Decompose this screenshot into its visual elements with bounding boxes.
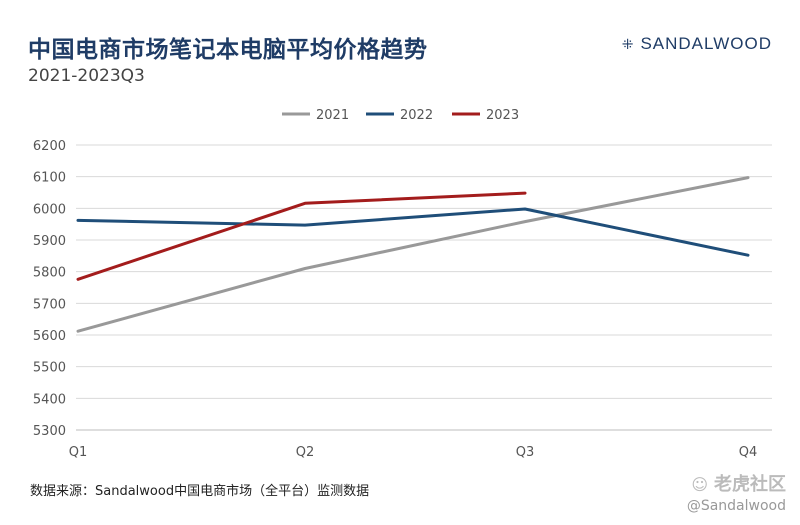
brand-logo: ⁜ SANDALWOOD	[622, 34, 772, 54]
legend-label: 2021	[316, 108, 349, 123]
legend-label: 2022	[400, 108, 433, 123]
watermark: ☺ 老虎社区 @Sandalwood	[687, 470, 786, 514]
chart-title: 中国电商市场笔记本电脑平均价格趋势	[28, 37, 428, 63]
data-source-note: 数据来源：Sandalwood中国电商市场（全平台）监测数据	[30, 484, 370, 499]
x-tick-label: Q3	[516, 445, 535, 460]
x-tick-label: Q1	[69, 445, 88, 460]
x-tick-label: Q2	[296, 445, 315, 460]
series-line-2023	[76, 191, 527, 281]
y-tick-label: 5900	[33, 234, 66, 249]
series-line-2022	[76, 207, 750, 257]
y-tick-label: 5600	[33, 329, 66, 344]
legend-label: 2023	[486, 108, 519, 123]
y-tick-label: 5400	[33, 392, 66, 407]
brand-name: SANDALWOOD	[640, 34, 772, 53]
chart-subtitle: 2021-2023Q3	[28, 66, 145, 86]
x-tick-label: Q4	[739, 445, 758, 460]
watermark-text: 老虎社区	[714, 474, 786, 495]
y-tick-label: 6200	[33, 139, 66, 154]
tiger-logo-icon: ☺	[691, 475, 708, 494]
y-tick-label: 6000	[33, 202, 66, 217]
y-tick-label: 5300	[33, 424, 66, 439]
series-line-2021	[76, 176, 750, 333]
watermark-handle: @Sandalwood	[686, 498, 786, 514]
sparkle-dots-icon: ⁜	[621, 35, 635, 52]
y-tick-label: 5500	[33, 361, 66, 376]
y-tick-label: 5800	[33, 266, 66, 281]
y-tick-label: 5700	[33, 297, 66, 312]
y-tick-label: 6100	[33, 171, 66, 186]
